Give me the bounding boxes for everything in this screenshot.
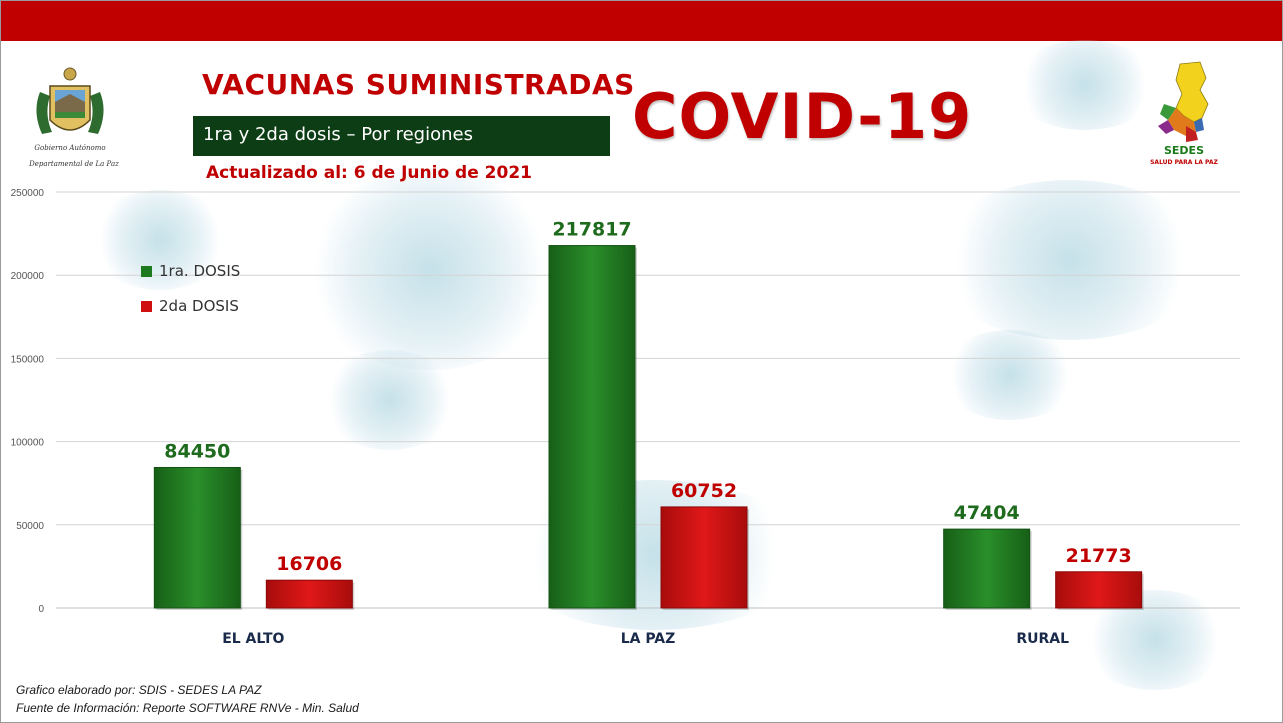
- bar-dose2: [660, 506, 748, 609]
- virus-background-icon: [1010, 40, 1160, 130]
- data-label: 60752: [671, 480, 737, 502]
- y-tick-label: 150000: [11, 354, 45, 365]
- main-title: VACUNAS SUMINISTRADAS: [202, 68, 635, 101]
- y-tick-label: 200000: [11, 271, 45, 282]
- virus-background-icon: [940, 330, 1080, 420]
- legend-item-dose2: 2da DOSIS: [141, 297, 239, 315]
- government-logo-line1: Gobierno Autónomo: [34, 144, 105, 152]
- sedes-logo-name: SEDES: [1164, 144, 1204, 157]
- legend-swatch-red: [141, 300, 152, 312]
- subtitle-box: 1ra y 2da dosis – Por regiones: [193, 116, 610, 156]
- sedes-logo: SEDES SALUD PARA LA PAZ: [1150, 60, 1230, 168]
- updated-date: Actualizado al: 6 de Junio de 2021: [206, 163, 532, 183]
- legend-label-dose1: 1ra. DOSIS: [159, 262, 241, 280]
- data-label: 16706: [276, 553, 342, 575]
- data-label: 47404: [954, 502, 1020, 524]
- bar-dose2: [1055, 571, 1143, 609]
- category-label: EL ALTO: [222, 631, 284, 647]
- data-label: 217817: [552, 219, 631, 241]
- virus-background-icon: [320, 350, 460, 450]
- category-label: RURAL: [1016, 631, 1069, 647]
- bar-dose1: [153, 466, 241, 609]
- data-label: 21773: [1066, 545, 1132, 567]
- legend-item-dose1: 1ra. DOSIS: [141, 262, 240, 280]
- y-tick-label: 250000: [11, 188, 45, 199]
- footer-source: Fuente de Información: Reporte SOFTWARE …: [16, 701, 359, 715]
- bar-dose1: [548, 245, 636, 609]
- virus-background-icon: [300, 170, 560, 370]
- virus-background-icon: [930, 180, 1210, 340]
- top-banner: [1, 1, 1282, 41]
- footer-credit: Grafico elaborado por: SDIS - SEDES LA P…: [16, 683, 262, 697]
- government-logo: Gobierno Autónomo Departamental de La Pa…: [28, 62, 120, 174]
- y-tick-label: 100000: [11, 438, 45, 449]
- virus-background-icon: [90, 190, 230, 290]
- subtitle-text: 1ra y 2da dosis – Por regiones: [203, 124, 473, 145]
- category-label: LA PAZ: [621, 631, 676, 647]
- y-tick-label: 50000: [16, 521, 44, 532]
- government-logo-line2: Departamental de La Paz: [28, 160, 119, 168]
- data-label: 84450: [164, 440, 230, 462]
- sedes-logo-tagline: SALUD PARA LA PAZ: [1150, 159, 1218, 166]
- bar-dose2: [265, 579, 353, 609]
- covid-title: COVID-19: [632, 80, 973, 153]
- y-tick-label: 0: [38, 604, 44, 615]
- legend-label-dose2: 2da DOSIS: [159, 297, 239, 315]
- bar-dose1: [943, 528, 1031, 609]
- legend-swatch-green: [141, 265, 152, 277]
